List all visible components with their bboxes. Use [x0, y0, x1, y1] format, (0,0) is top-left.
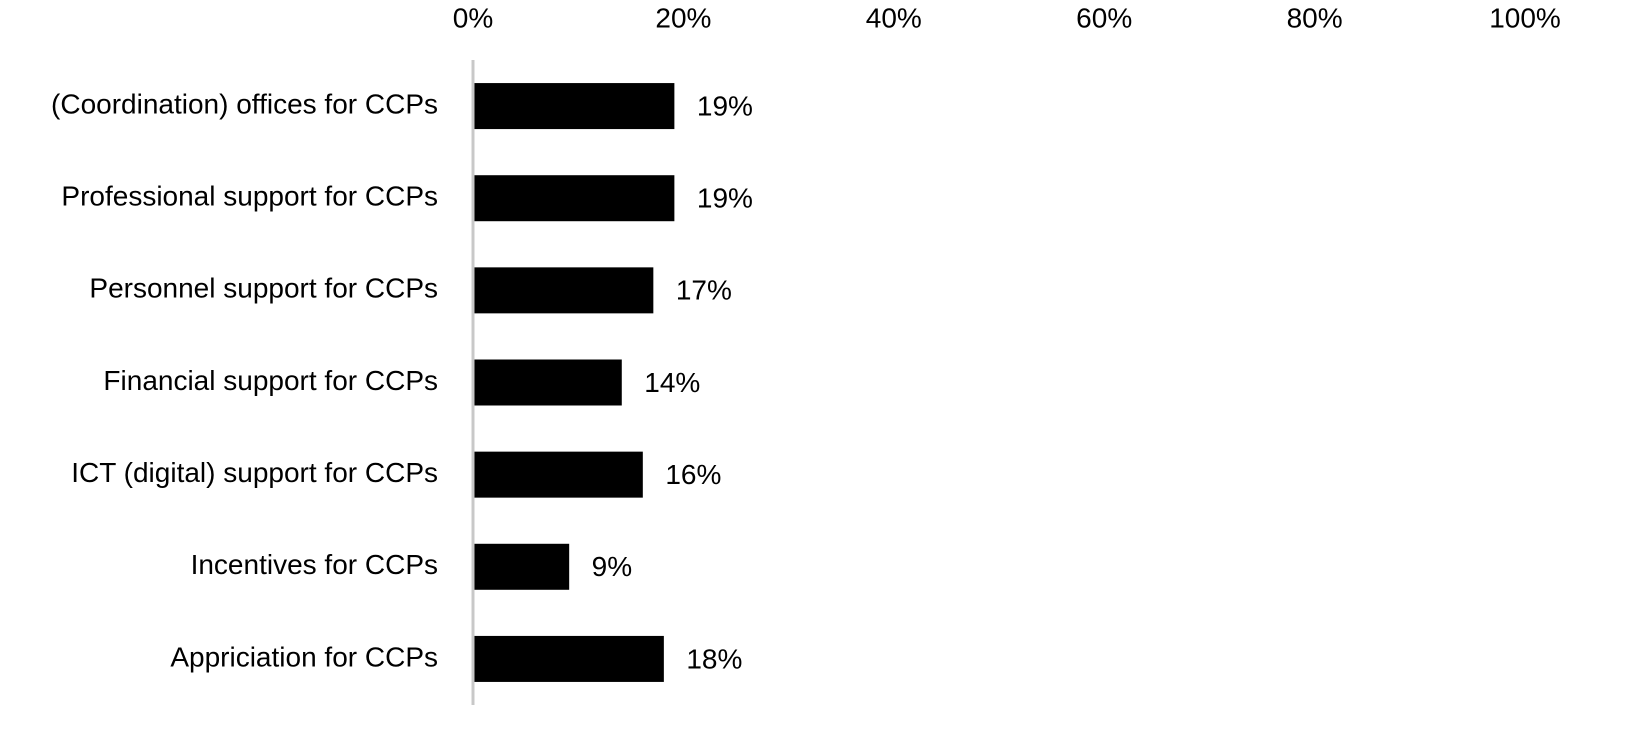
value-label: 19%: [697, 183, 753, 214]
value-label: 19%: [697, 90, 753, 121]
y-tick-label: Financial support for CCPs: [103, 365, 438, 396]
bar: [474, 635, 664, 682]
y-tick-label: Incentives for CCPs: [191, 549, 438, 580]
value-label: 17%: [676, 275, 732, 306]
x-tick-label: 40%: [866, 2, 922, 33]
x-tick-label: 60%: [1076, 2, 1132, 33]
bar: [474, 543, 570, 590]
y-tick-label: Appriciation for CCPs: [170, 641, 438, 672]
bar: [474, 267, 654, 314]
y-tick-label: Personnel support for CCPs: [89, 273, 438, 304]
y-tick-label: ICT (digital) support for CCPs: [71, 457, 438, 488]
y-tick-label: Professional support for CCPs: [61, 181, 438, 212]
bar: [474, 83, 675, 130]
y-tick-label: (Coordination) offices for CCPs: [51, 88, 438, 119]
x-tick-label: 80%: [1287, 2, 1343, 33]
x-tick-label: 0%: [453, 2, 493, 33]
x-tick-label: 100%: [1489, 2, 1561, 33]
bar: [474, 175, 675, 222]
bar: [474, 359, 622, 406]
value-label: 14%: [644, 367, 700, 398]
x-tick-label: 20%: [655, 2, 711, 33]
value-label: 18%: [686, 643, 742, 674]
value-label: 9%: [592, 551, 632, 582]
bar: [474, 451, 643, 498]
value-label: 16%: [665, 459, 721, 490]
